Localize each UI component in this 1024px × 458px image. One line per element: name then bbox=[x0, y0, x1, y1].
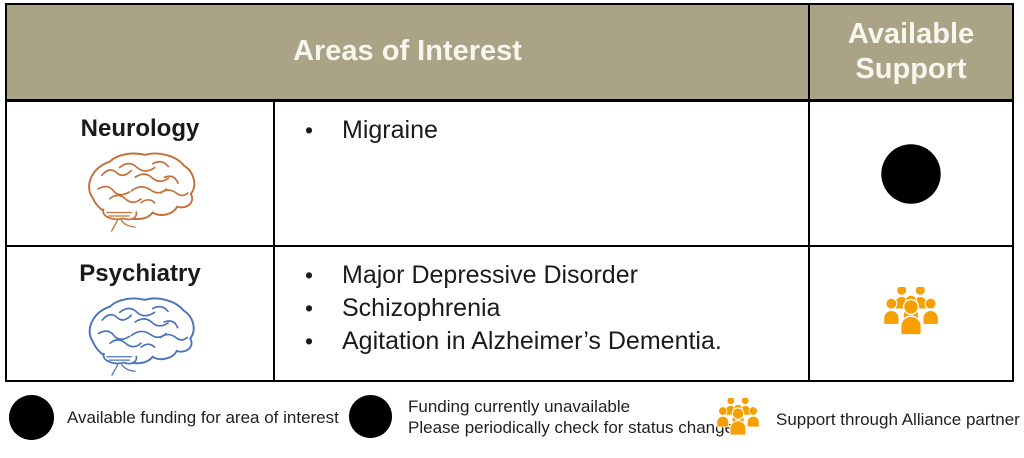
legend-item-funding-unavailable: Funding currently unavailable Please per… bbox=[348, 394, 734, 439]
legend-item-alliance-partner: Support through Alliance partner bbox=[714, 398, 1020, 440]
orange-people-group-icon bbox=[714, 398, 762, 440]
green-check-circle-icon bbox=[881, 143, 941, 204]
green-check-circle-icon bbox=[8, 394, 55, 441]
neurology-bullet-list: • Migraine bbox=[297, 114, 798, 147]
bullet-icon: • bbox=[305, 262, 314, 288]
legend-text-funding-unavailable: Funding currently unavailable Please per… bbox=[408, 396, 734, 438]
psychiatry-bullet-list: • Major Depressive Disorder • Schizophre… bbox=[297, 259, 798, 358]
brain-icon-psychiatry bbox=[88, 297, 195, 377]
support-cell-psychiatry bbox=[810, 247, 1012, 380]
bullet-icon: • bbox=[305, 295, 314, 321]
legend-line-2: Please periodically check for status cha… bbox=[408, 417, 735, 437]
legend-line-1: Funding currently unavailable bbox=[408, 396, 631, 416]
area-cell-psychiatry: Psychiatry bbox=[7, 247, 275, 380]
bullets-cell-neurology: • Migraine bbox=[275, 102, 810, 247]
bullet-icon: • bbox=[305, 117, 314, 143]
bullet-item: • Agitation in Alzheimer’s Dementia. bbox=[297, 325, 798, 358]
bullet-text: Migraine bbox=[342, 116, 438, 144]
bullet-item: • Migraine bbox=[297, 114, 798, 147]
areas-of-interest-table: Areas of Interest Available Support Neur… bbox=[5, 3, 1014, 382]
orange-people-group-icon bbox=[880, 287, 942, 341]
bullet-icon: • bbox=[305, 328, 314, 354]
red-x-circle-icon bbox=[348, 394, 393, 439]
header-cell-available-support: Available Support bbox=[810, 5, 1012, 102]
header-cell-areas-of-interest: Areas of Interest bbox=[7, 5, 810, 102]
legend-text-available-funding: Available funding for area of interest bbox=[67, 408, 339, 427]
areas-of-interest-title: Areas of Interest bbox=[293, 35, 522, 68]
bullet-item: • Schizophrenia bbox=[297, 292, 798, 325]
bullet-text: Agitation in Alzheimer’s Dementia. bbox=[342, 327, 722, 355]
brain-icon-neurology bbox=[88, 152, 196, 233]
bullet-text: Major Depressive Disorder bbox=[342, 261, 638, 289]
bullet-text: Schizophrenia bbox=[342, 294, 501, 322]
available-support-title: Available Support bbox=[847, 17, 975, 85]
area-cell-neurology: Neurology bbox=[7, 102, 275, 247]
area-label-psychiatry: Psychiatry bbox=[79, 260, 201, 287]
bullets-cell-psychiatry: • Major Depressive Disorder • Schizophre… bbox=[275, 247, 810, 380]
legend-text-alliance-partner: Support through Alliance partner bbox=[776, 409, 1020, 429]
bullet-item: • Major Depressive Disorder bbox=[297, 259, 798, 292]
area-label-neurology: Neurology bbox=[80, 115, 200, 142]
support-cell-neurology bbox=[810, 102, 1012, 247]
legend-item-available-funding: Available funding for area of interest bbox=[8, 394, 339, 441]
